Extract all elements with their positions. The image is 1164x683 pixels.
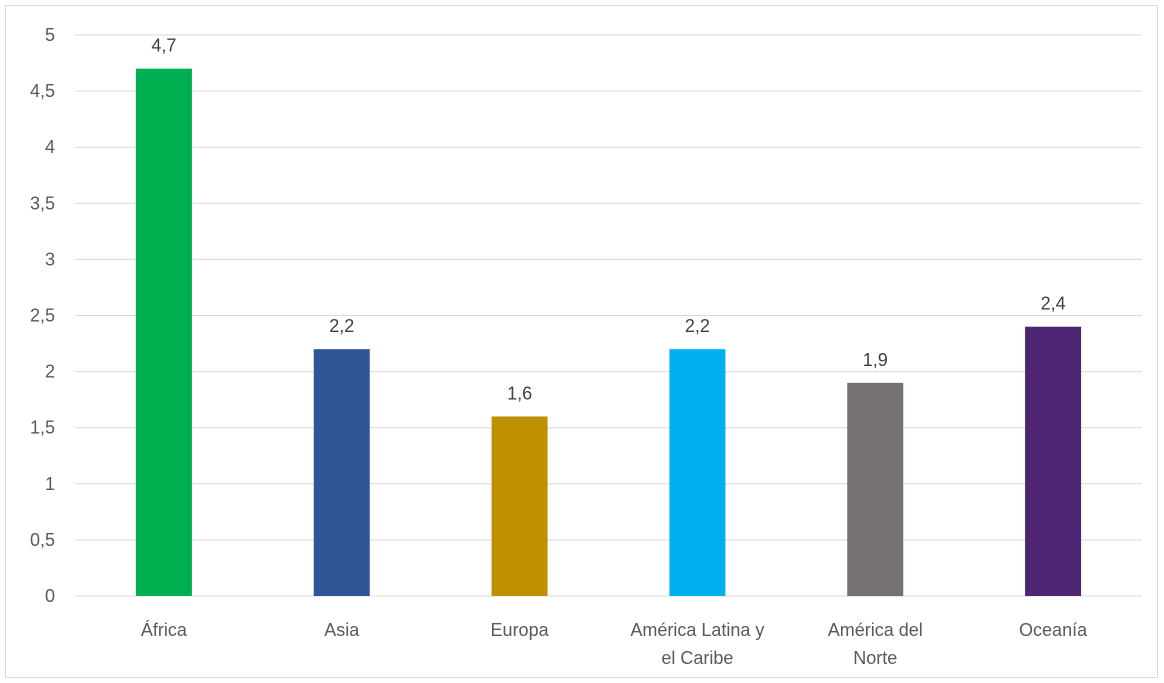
bar	[491, 416, 548, 596]
x-tick-label-line: Asia	[324, 620, 360, 640]
gridlines	[75, 34, 1142, 597]
bars	[135, 68, 1082, 596]
y-tick-label: 0	[45, 586, 55, 606]
y-tick-label: 5	[45, 25, 55, 45]
y-tick-label: 2	[45, 362, 55, 382]
x-tick-label-line: América Latina y	[630, 620, 764, 640]
bar	[313, 349, 370, 596]
x-tick-label: Europa	[491, 620, 550, 640]
y-tick-label: 2,5	[30, 306, 55, 326]
x-axis-tick-labels: África Asia Europa América Latina y el Carib…	[141, 620, 1088, 668]
data-label: 2,2	[685, 316, 710, 336]
x-tick-label-line: Norte	[853, 648, 897, 668]
data-label: 2,2	[329, 316, 354, 336]
y-tick-label: 3	[45, 249, 55, 269]
bar	[135, 68, 192, 596]
data-labels: 4,7 2,2 1,6 2,2 1,9 2,4	[151, 36, 1065, 404]
x-tick-label-line: el Caribe	[661, 648, 733, 668]
x-tick-label-line: América del	[828, 620, 923, 640]
y-tick-label: 3,5	[30, 193, 55, 213]
bar	[847, 382, 904, 596]
data-label: 1,9	[863, 350, 888, 370]
x-tick-label: América del Norte	[828, 620, 923, 668]
x-tick-label: Asia	[324, 620, 360, 640]
y-tick-label: 1,5	[30, 418, 55, 438]
data-label: 2,4	[1041, 294, 1066, 314]
x-tick-label: América Latina y el Caribe	[630, 620, 764, 668]
y-tick-label: 4,5	[30, 81, 55, 101]
x-tick-label-line: África	[141, 620, 188, 640]
data-label: 1,6	[507, 383, 532, 403]
x-tick-label: Oceanía	[1019, 620, 1088, 640]
chart-frame	[5, 5, 1158, 678]
x-tick-label-line: Oceanía	[1019, 620, 1088, 640]
x-tick-label-line: Europa	[491, 620, 550, 640]
data-label: 4,7	[151, 36, 176, 56]
y-tick-label: 4	[45, 137, 55, 157]
bar	[1025, 326, 1082, 596]
bar	[669, 349, 726, 596]
y-axis-tick-labels: 0 0,5 1 1,5 2 2,5 3 3,5 4 4,5 5	[30, 25, 55, 606]
y-tick-label: 1	[45, 474, 55, 494]
x-tick-label: África	[141, 620, 188, 640]
y-tick-label: 0,5	[30, 530, 55, 550]
